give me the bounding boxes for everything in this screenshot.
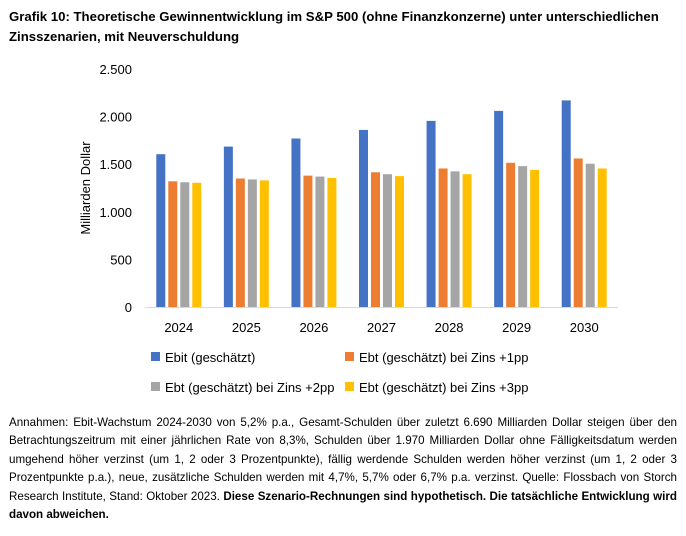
bar bbox=[450, 171, 460, 307]
bar bbox=[395, 176, 404, 307]
bar bbox=[462, 174, 472, 307]
x-tick-label: 2029 bbox=[502, 320, 531, 335]
bar bbox=[494, 110, 504, 307]
bar-chart: 0 500 1.000 1.500 2.000 2.500 Milliarden Dolla… bbox=[78, 62, 618, 395]
bar bbox=[426, 120, 436, 307]
y-tick-label: 500 bbox=[110, 252, 132, 267]
bar bbox=[259, 180, 269, 307]
legend-swatch bbox=[151, 352, 160, 361]
x-tick-label: 2026 bbox=[299, 320, 328, 335]
bar bbox=[303, 175, 313, 307]
x-tick-label: 2025 bbox=[232, 320, 261, 335]
legend-swatch bbox=[151, 382, 160, 391]
bar bbox=[315, 176, 325, 307]
bar bbox=[371, 172, 380, 307]
chart-title: Grafik 10: Theoretische Gewinnentwicklun… bbox=[9, 9, 659, 44]
legend-label: Ebt (geschätzt) bei Zins +1pp bbox=[359, 350, 528, 365]
x-tick-label: 2028 bbox=[435, 320, 464, 335]
x-tick-label: 2027 bbox=[367, 320, 396, 335]
bar bbox=[327, 178, 337, 307]
x-tick-label: 2030 bbox=[570, 320, 599, 335]
bar bbox=[192, 182, 202, 307]
bar bbox=[291, 138, 301, 307]
bar bbox=[383, 174, 392, 307]
legend-swatch bbox=[345, 352, 354, 361]
bar bbox=[438, 168, 448, 307]
x-tick-label: 2024 bbox=[164, 320, 193, 335]
y-axis-label: Milliarden Dollar bbox=[78, 141, 93, 235]
legend-label: Ebt (geschätzt) bei Zins +2pp bbox=[165, 380, 334, 395]
bar bbox=[585, 163, 595, 307]
bar bbox=[573, 158, 583, 307]
bar bbox=[518, 166, 528, 307]
footnote-text: Annahmen: Ebit-Wachstum 2024-2030 von 5,… bbox=[9, 416, 677, 503]
bar bbox=[235, 178, 245, 307]
footnote: Annahmen: Ebit-Wachstum 2024-2030 von 5,… bbox=[9, 414, 677, 524]
bar bbox=[597, 168, 607, 307]
bar bbox=[530, 169, 540, 307]
y-tick-label: 2.000 bbox=[99, 110, 132, 125]
footnote-disclaimer: Diese Szenario-Rechnungen sind hypotheti… bbox=[9, 489, 677, 522]
y-tick-label: 1.000 bbox=[99, 205, 132, 220]
legend-swatch bbox=[345, 382, 354, 391]
bar bbox=[180, 182, 190, 307]
y-tick-label: 0 bbox=[125, 300, 132, 315]
bar bbox=[223, 146, 233, 307]
bar bbox=[359, 129, 368, 307]
legend-label: Ebt (geschätzt) bei Zins +3pp bbox=[359, 380, 528, 395]
bar bbox=[247, 179, 257, 307]
legend-label: Ebit (geschätzt) bbox=[165, 350, 255, 365]
y-tick-label: 2.500 bbox=[99, 62, 132, 77]
bar bbox=[561, 100, 571, 307]
bar bbox=[506, 162, 516, 307]
bar bbox=[156, 154, 166, 307]
bar bbox=[168, 181, 178, 307]
y-tick-label: 1.500 bbox=[99, 157, 132, 172]
